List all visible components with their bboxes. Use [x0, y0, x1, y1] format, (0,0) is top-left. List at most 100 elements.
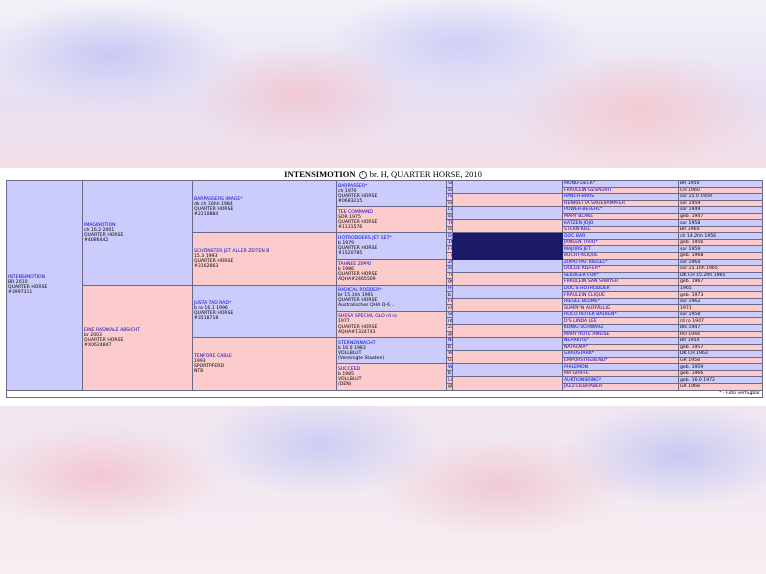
ancestor-gen6-name-link[interactable]: POWER-BEFEHL* [564, 207, 603, 213]
ancestor-gen5-name[interactable]: ZANTANONA KING [446, 324, 453, 332]
ancestor-gen5-name[interactable]: WOLKENSCHLOSS [446, 350, 453, 358]
pedigree-row: TEE COMMAND SOR 1975 QUARTER HORSE #1131576… [7, 206, 763, 234]
ancestor-gen5-name-link[interactable]: FLASHY BAR FLOWER [448, 299, 452, 305]
ancestor-gen6-name-link[interactable]: NATALMA* [564, 344, 588, 350]
ancestor-gen5-name-link[interactable]: HOTRODDERS JET SET* [448, 286, 452, 291]
ancestor-gen6-name-link[interactable]: GRAUSTARK* [564, 351, 595, 357]
ancestor-gen5-name[interactable]: DOC'S HOTRODDER [446, 232, 453, 240]
ancestor-gen6-name-link[interactable]: BUCHT-KLIQUE [564, 253, 599, 259]
grandparent-cell-detail: #3162863 [194, 264, 219, 270]
ancestor-gen5-name[interactable]: NORTHERN DANCER* [446, 337, 453, 345]
ancestor-gen5-name[interactable]: SPEEDY GLOW* [446, 310, 453, 319]
ancestor-gen5-name[interactable]: FLASHY BAR FLOWER [446, 297, 453, 306]
ancestor-gen6-name-link[interactable]: D'S LINDA LEE [564, 318, 597, 324]
ancestor-gen6-name-link[interactable]: PHILEMON [564, 364, 589, 370]
great-grandparent-cell-detail: SOR 1975 [338, 214, 361, 220]
ancestor-gen6-name-link[interactable]: AUKTIONSRING* [564, 377, 602, 383]
ancestor-gen6-detail-text: sor 1964 [680, 259, 701, 265]
great-grandparent-cell-link[interactable]: BARPASSER* [338, 183, 368, 189]
great-grandparent-cell-detail: QUARTER HORSE [338, 193, 378, 199]
great-grandparent-cell-link[interactable]: TAHNEE ZIPPO [338, 262, 372, 268]
ancestor-gen6-name-link[interactable]: ROCO ROTER BALKEN* [564, 312, 617, 318]
great-grandparent-cell-link[interactable]: SHESA SPECIAL GLO rd ro [338, 314, 398, 320]
ancestor-gen6-name-link[interactable]: RIEGEL BLUME* [564, 299, 600, 305]
great-grandparent-cell-detail: b 1979 [338, 240, 355, 246]
ancestor-gen5-detail: b 1979 [446, 291, 453, 299]
ancestor-gen6-name-link[interactable]: STERN-KIEL [564, 227, 591, 233]
ancestor-gen6-name-link[interactable]: MARY ROTE AMEISE [564, 331, 610, 337]
grandparent-cell: BARPASSERS IMAGE* dk ch 16hh 1984 QUARTER … [192, 179, 337, 234]
subject-horse-cell-link[interactable]: INTENSIMOTION [8, 275, 45, 281]
ancestor-gen5-name-link[interactable]: TEE FIVE STAR [448, 220, 452, 226]
ancestor-gen5-name[interactable]: ZIPPO PINE BAR* [446, 258, 453, 267]
grandparent-cell-link[interactable]: JUSTA TAD RAD* [194, 301, 232, 307]
ancestor-gen5-name-link[interactable]: TOSHI [448, 272, 452, 278]
ancestor-gen5-detail: oder 1969 [446, 225, 453, 234]
spacer-cell [452, 363, 563, 378]
great-grandparent-cell-link[interactable]: RADICAL RODDER* [338, 288, 382, 294]
great-grandparent-cell-detail: b 1985 [338, 371, 355, 377]
ancestor-gen5-name-link[interactable]: SENOR BARDECK* [448, 181, 452, 187]
ancestor-gen6-name-link[interactable]: JAMEEN TIVIO* [564, 240, 598, 246]
ancestor-gen6-name-link[interactable]: MA GRIFFE [564, 371, 589, 377]
ancestor-gen6-name-link[interactable]: ZIPPO PAT RIEGEL* [564, 259, 608, 265]
ancestor-gen6-name-link[interactable]: MOND-DECK* [564, 181, 596, 187]
ancestor-gen6-name-link[interactable]: DOC BAR [564, 233, 586, 239]
great-grandparent-cell-detail: VOLLBLUT [338, 376, 362, 382]
ancestor-gen5-name[interactable]: HOTRODDERS JET SET* [446, 284, 453, 293]
ancestor-gen5-name-link[interactable]: SPEEDY GLOW* [448, 312, 452, 318]
ancestor-gen6-detail-text: Blk 1947 [680, 325, 701, 331]
ancestor-gen5-name-link[interactable]: FRÄULEIN CLIQUE [448, 246, 452, 252]
ancestor-gen5-name-link[interactable]: WHIP IT QUICK [448, 364, 453, 370]
ancestor-gen5-name[interactable]: LETZTER BEFEHL [446, 206, 453, 214]
ancestor-gen5-name-link[interactable]: WOLKENSCHLOSS [448, 351, 453, 357]
great-grandparent-cell-link[interactable]: SUCCEED [338, 366, 361, 372]
grandparent-cell-link[interactable]: TENFORE CABLE [194, 353, 232, 359]
ancestor-gen6-name-link[interactable]: DOC'S HOTRODDER [564, 286, 610, 291]
ancestor-gen5-name[interactable]: TEE FIVE STAR [446, 219, 453, 227]
ancestor-gen5-name-link[interactable]: RANCH BARS VANDY [448, 194, 452, 200]
ancestor-gen6-name-link[interactable]: MARY BLAKE [564, 213, 594, 219]
great-grandparent-cell-link[interactable]: HOTRODDERS JET SET* [338, 235, 392, 241]
spacer-cell [452, 219, 563, 234]
great-grandparent-cell-link[interactable]: STERNENNACHT [338, 340, 376, 346]
ancestor-gen6-name-link[interactable]: KATZEN JOJO [564, 220, 594, 226]
blurred-background-top [0, 0, 766, 168]
grandparent-cell-link[interactable]: SCHÖNSTER JET ALLER ZEITEN B [194, 248, 270, 254]
ancestor-gen5-name[interactable]: RANCH BARS VANDY [446, 193, 453, 201]
ancestor-gen5-name[interactable]: TOSHI [446, 271, 453, 280]
ancestor-gen6-name-link[interactable]: KÖNIG SCHWARZ [564, 325, 604, 331]
parent-cell-link[interactable]: IMAGINOTION [84, 222, 116, 228]
ancestor-gen6-name-link[interactable]: RANCH-BARS [564, 194, 595, 200]
ancestor-gen5-name[interactable]: FRÄULEIN CLIQUE [446, 245, 453, 253]
pedigree-row: RANCH BARS VANDY RANCH-BARS sor 15.0 1959 [7, 193, 763, 208]
ancestor-gen5-name-link[interactable]: ZANTANONA KING [448, 325, 452, 331]
ancestor-gen6-name-link[interactable]: JAZZ-LIEBHABER [564, 384, 603, 390]
ancestor-gen5-name[interactable]: WHIP IT QUICK [446, 363, 453, 371]
info-icon[interactable]: i [358, 171, 367, 180]
ancestor-gen5-name-link[interactable]: LETZTER BEFEHL [448, 207, 452, 213]
ancestor-gen5-name-link[interactable]: DOC'S HOTRODDER [448, 233, 452, 239]
ancestor-gen6-name-link[interactable]: DOLLIE KIEFER* [564, 266, 601, 272]
ancestor-gen6-name-link[interactable]: FRÄULEIN CLIQUE [564, 292, 605, 298]
ancestor-gen6-name-link[interactable]: SEIDIGER FOX* [564, 272, 599, 278]
pedigree-row: SHESA SPECIAL GLO rd ro 1977 QUARTER HORSE… [7, 310, 763, 339]
ancestor-gen6-name-link[interactable]: SUMPF'N AUFFÄLLIG [564, 305, 611, 311]
pedigree-row: sor 1959 MARY BLAKE geb. 1947 [7, 212, 763, 221]
ancestor-gen5-name-link[interactable]: NORTHERN DANCER* [448, 338, 452, 344]
ancestor-gen6-name-link[interactable]: EMPORSTREBEND* [564, 358, 608, 364]
ancestor-gen5-detail-text: sor 1959 [448, 213, 452, 219]
ancestor-gen6-detail-text: sor 1949 [680, 207, 701, 213]
ancestor-gen6-name-link[interactable]: NEARKTIS* [564, 338, 589, 344]
ancestor-gen5-name[interactable]: SENOR BARDECK* [446, 180, 453, 188]
parent-cell-link[interactable]: EINE RADIKALE ABSICHT [84, 327, 141, 333]
ancestor-gen6-name-link[interactable]: HENRIETTA SAUERAMPFER [564, 200, 626, 206]
ancestor-gen6-name-link[interactable]: FRÄULEIN SAN SAWYER [564, 279, 619, 285]
ancestor-gen6-name-link[interactable]: MAJORS JET [564, 246, 591, 252]
ancestor-gen5-name-link[interactable]: ZIPPO PINE BAR* [448, 259, 453, 265]
ancestor-gen6-name-link[interactable]: FRÄULEIN GESPERRT [564, 187, 612, 193]
ancestor-gen5-name[interactable]: LIEBE ZUM VERKAUF [446, 376, 453, 384]
ancestor-gen5-name-link[interactable]: LIEBE ZUM VERKAUF [448, 377, 452, 383]
great-grandparent-cell-link[interactable]: TEE COMMAND [338, 209, 373, 215]
grandparent-cell-link[interactable]: BARPASSERS IMAGE* [194, 196, 243, 202]
